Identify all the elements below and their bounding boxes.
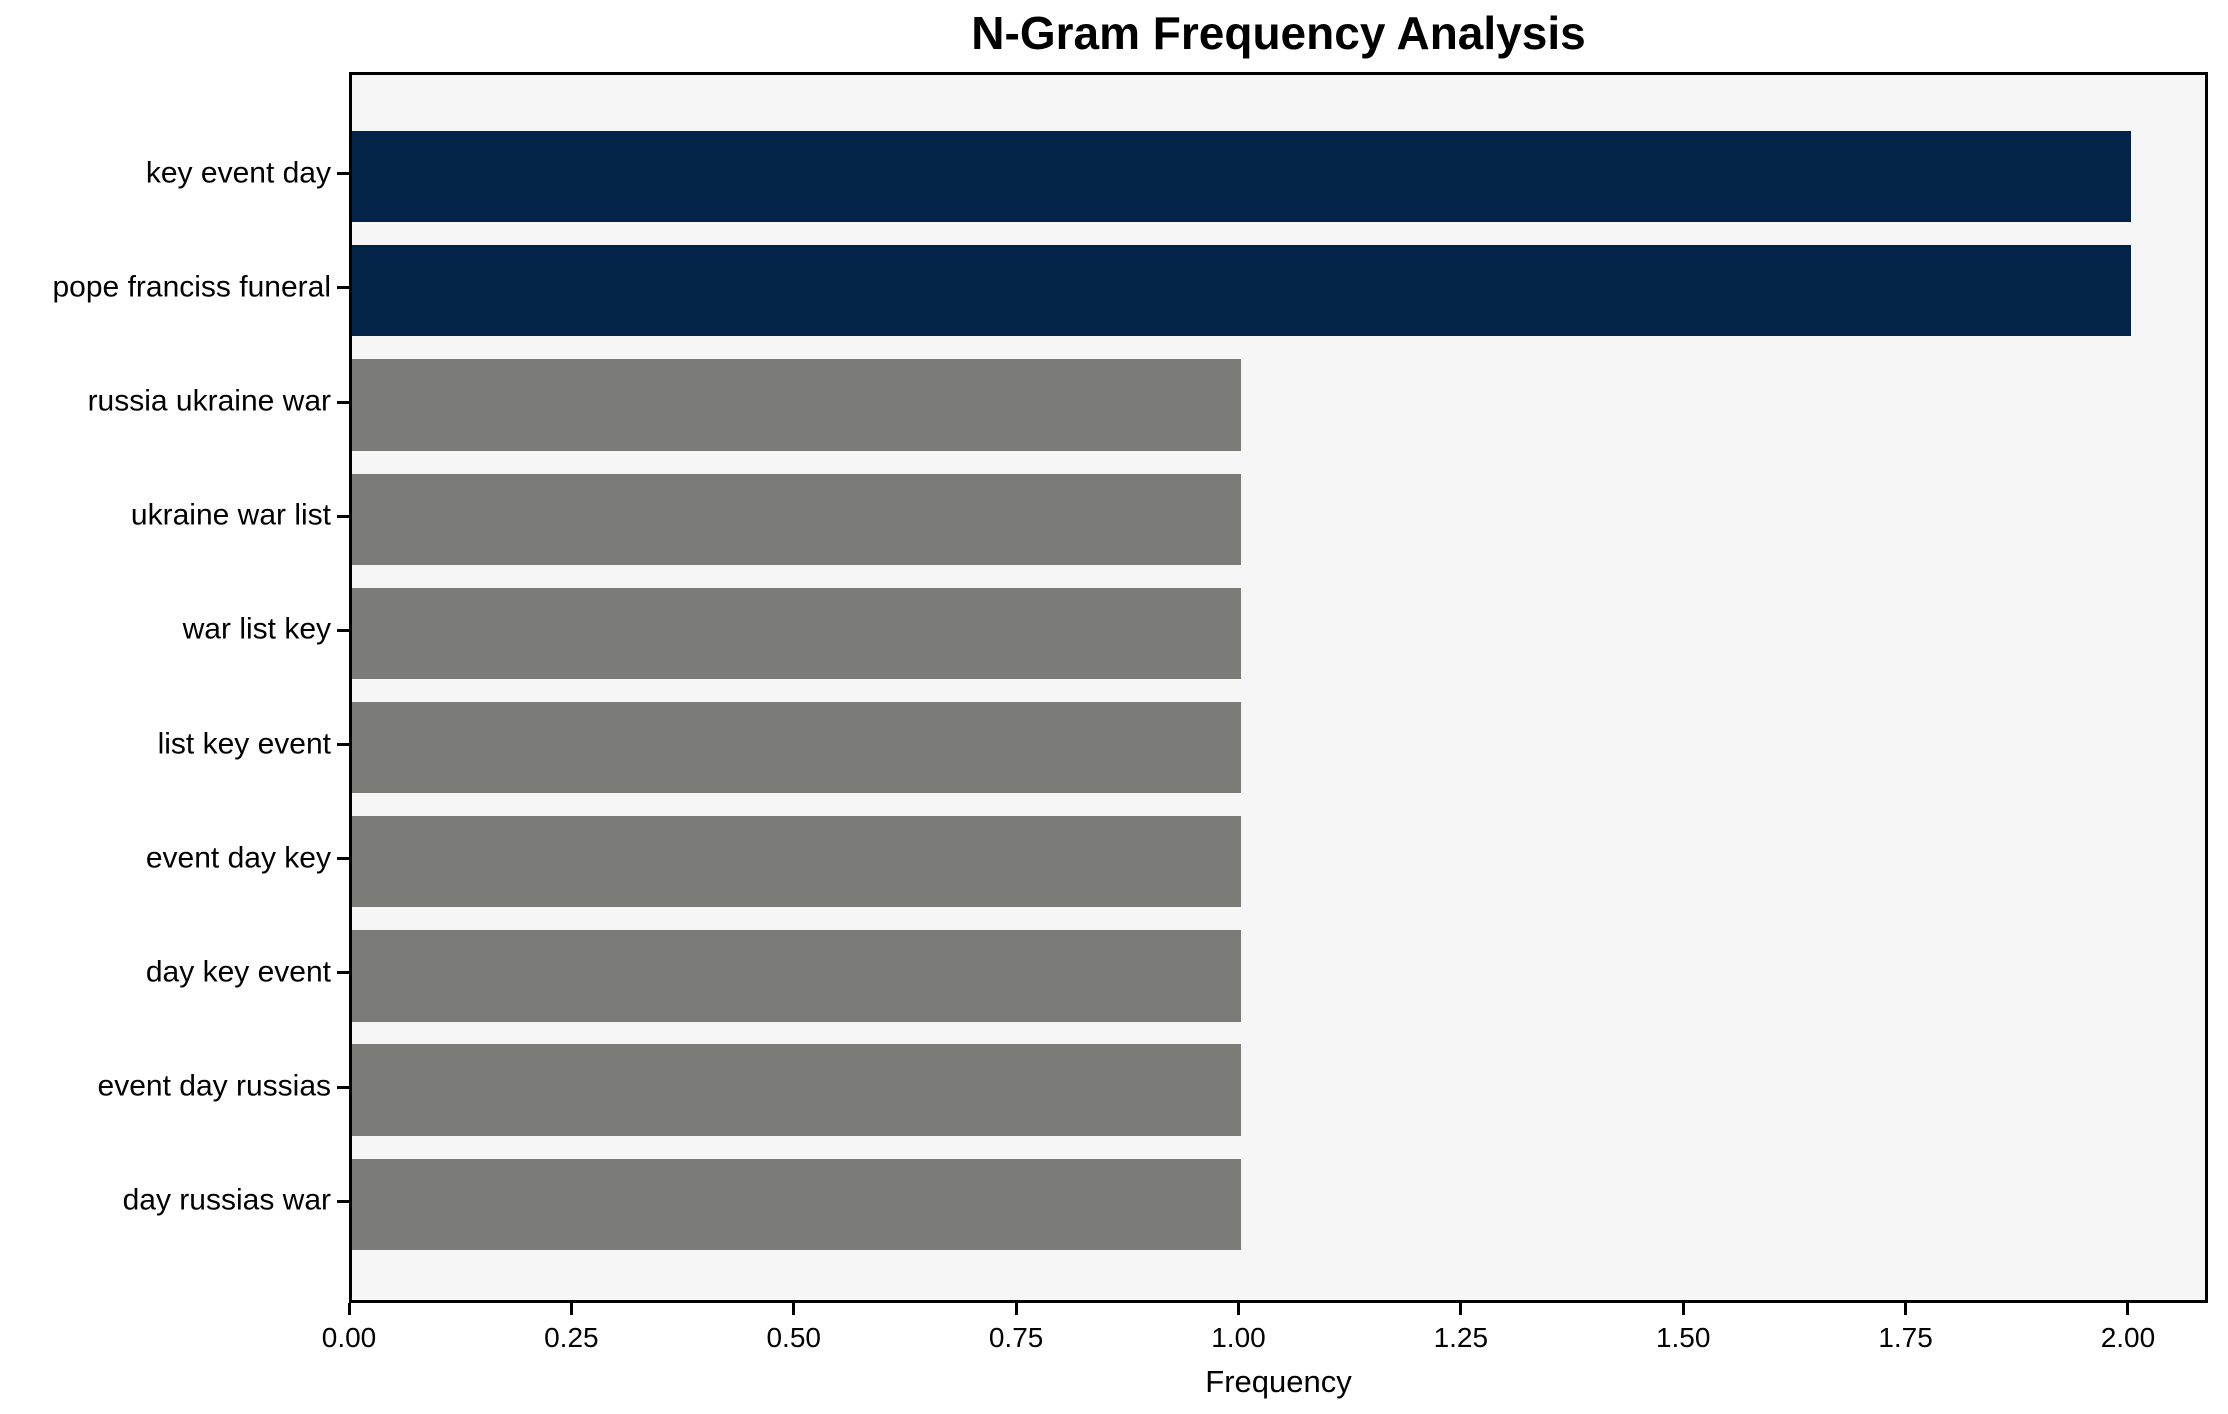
y-tick-mark — [337, 857, 349, 861]
bar-war-list-key — [352, 587, 1242, 680]
y-tick-label: ukraine war list — [130, 498, 331, 532]
x-tick-mark — [1459, 1303, 1463, 1315]
x-tick-mark — [1681, 1303, 1685, 1315]
y-tick-mark — [337, 172, 349, 176]
chart-title: N-Gram Frequency Analysis — [971, 7, 1586, 59]
x-tick-mark — [569, 1303, 573, 1315]
y-tick-mark — [337, 514, 349, 518]
x-tick-label: 0.75 — [988, 1322, 1044, 1353]
y-tick-mark — [337, 286, 349, 290]
x-tick-mark — [347, 1303, 351, 1315]
bar-russia-ukraine-war — [352, 359, 1242, 451]
x-tick-label: 0.00 — [321, 1322, 377, 1353]
bar-day-russias-war — [352, 1158, 1242, 1251]
x-tick-mark — [2126, 1303, 2130, 1315]
x-tick-label: 0.25 — [544, 1322, 599, 1353]
bar-ukraine-war-list — [352, 473, 1242, 565]
x-tick-mark — [1236, 1303, 1240, 1315]
y-tick-mark — [337, 628, 349, 632]
y-tick-label: event day key — [145, 841, 331, 875]
bar-event-day-russias — [352, 1044, 1242, 1136]
y-tick-label: day russias war — [122, 1183, 331, 1217]
y-tick-label: pope franciss funeral — [52, 270, 332, 304]
y-tick-mark — [337, 743, 349, 747]
bar-pope-franciss-funeral — [352, 245, 2131, 337]
y-tick-label: russia ukraine war — [87, 384, 331, 418]
y-tick-mark — [337, 1199, 349, 1203]
x-tick-label: 1.25 — [1433, 1322, 1489, 1353]
y-tick-label: day key event — [145, 955, 331, 989]
y-tick-mark — [337, 400, 349, 404]
x-tick-label: 1.50 — [1655, 1322, 1711, 1353]
y-tick-label: key event day — [145, 155, 331, 189]
y-tick-mark — [337, 971, 349, 975]
y-tick-label: list key event — [157, 726, 331, 760]
bar-key-event-day — [352, 130, 2131, 223]
x-tick-mark — [1014, 1303, 1018, 1315]
x-axis-label: Frequency — [1205, 1364, 1352, 1399]
y-tick-label: event day russias — [97, 1069, 331, 1103]
x-tick-label: 1.00 — [1211, 1322, 1266, 1353]
plot-area — [349, 72, 2208, 1303]
x-tick-label: 1.75 — [1878, 1322, 1933, 1353]
x-tick-label: 0.50 — [766, 1322, 821, 1353]
y-tick-label: war list key — [182, 612, 331, 646]
bar-list-key-event — [352, 701, 1242, 794]
x-tick-mark — [792, 1303, 796, 1315]
bar-event-day-key — [352, 816, 1242, 908]
bar-day-key-event — [352, 930, 1242, 1022]
x-tick-label: 2.00 — [2100, 1322, 2156, 1353]
y-tick-mark — [337, 1085, 349, 1089]
x-tick-mark — [1904, 1303, 1908, 1315]
